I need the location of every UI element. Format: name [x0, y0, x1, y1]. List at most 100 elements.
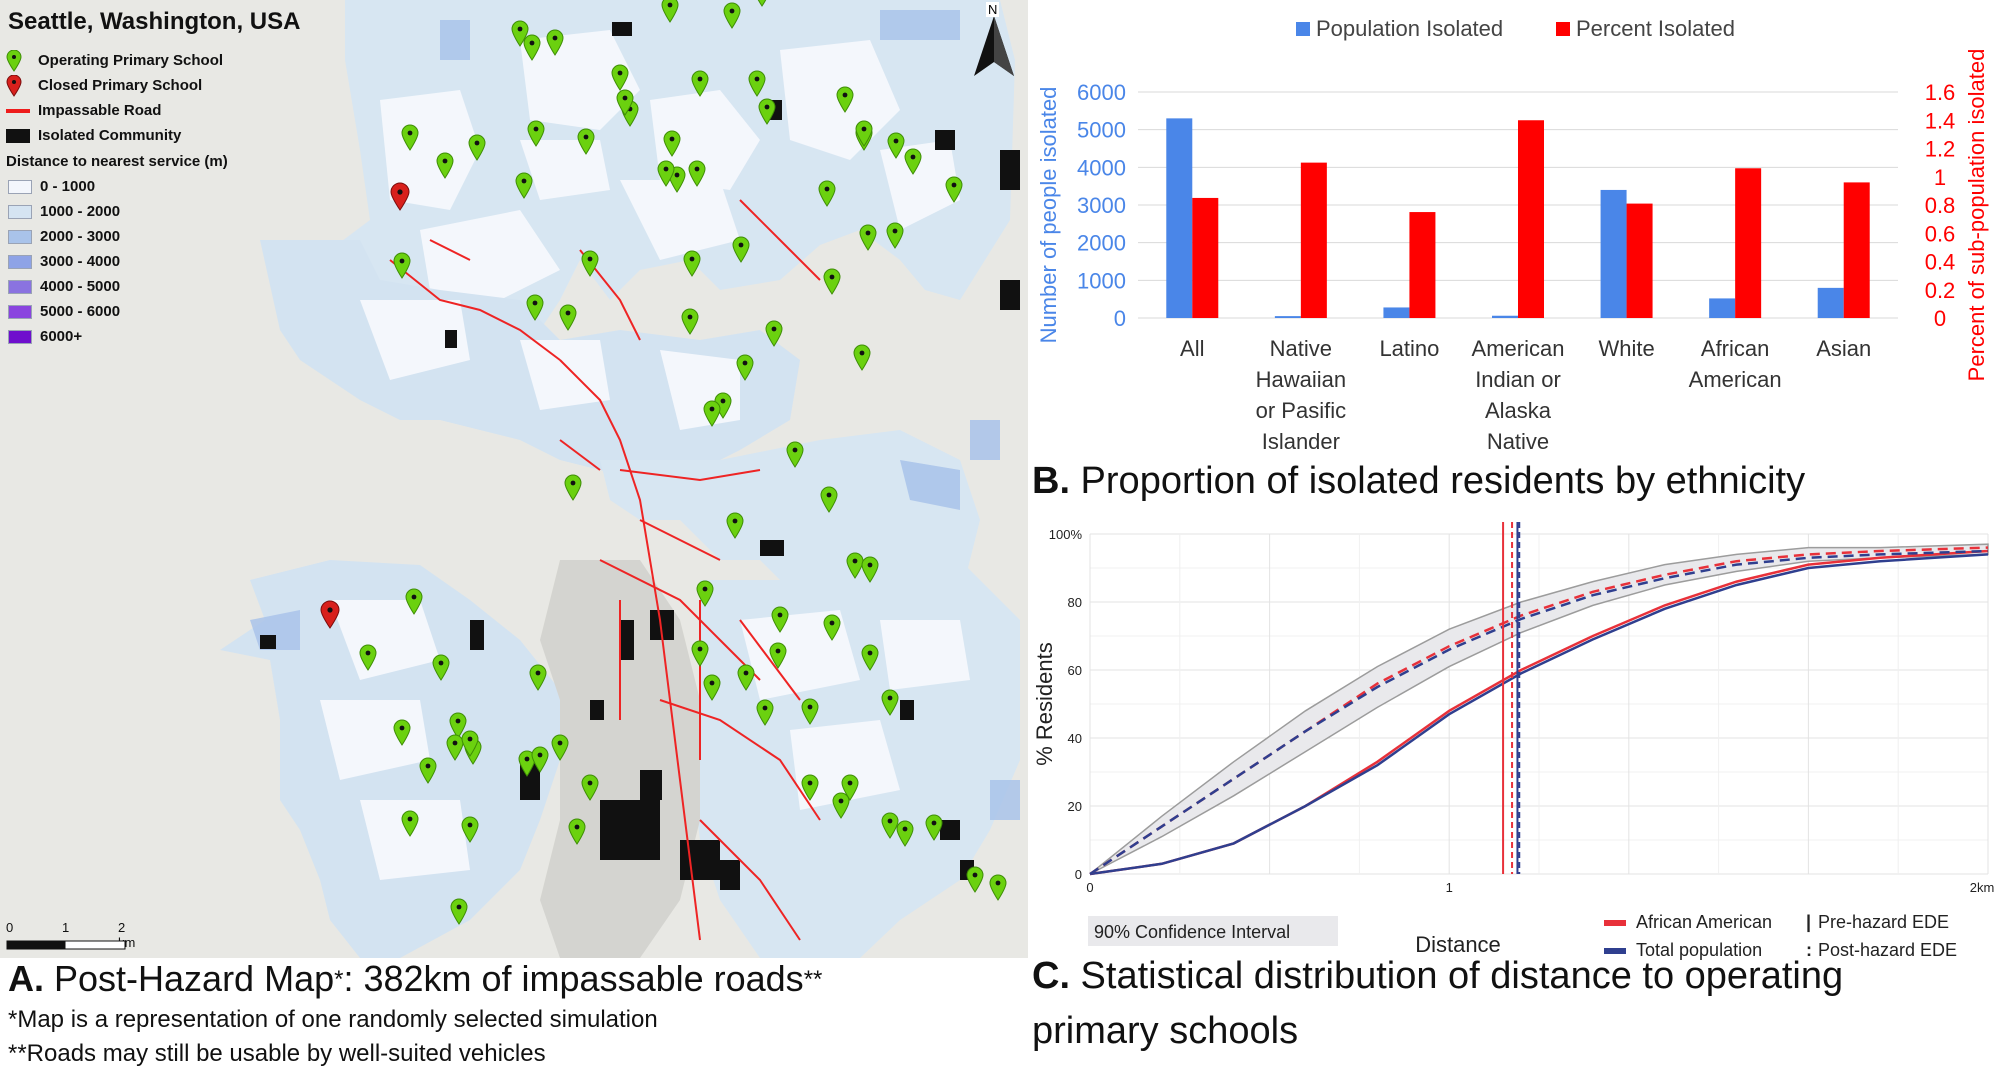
- y2-tick-label: 1: [1934, 165, 1946, 190]
- panel-c-caption: C. Statistical distribution of distance …: [1032, 955, 1843, 998]
- pin-body: [861, 556, 879, 583]
- pin-dot: [442, 158, 448, 164]
- pin-body: [611, 64, 629, 91]
- legend-marker-solid: |: [1806, 912, 1811, 932]
- pin-body: [786, 441, 804, 468]
- category-label: Native: [1487, 429, 1549, 454]
- pin-dot: [847, 780, 853, 786]
- pin-dot: [517, 26, 523, 32]
- y-tick-label: 100%: [1049, 527, 1083, 542]
- operating-school-pin-icon: [736, 354, 754, 381]
- pin-dot: [694, 166, 700, 172]
- operating-school-pin-icon: [518, 750, 536, 777]
- operating-school-pin-icon: [359, 644, 377, 671]
- operating-school-markers[interactable]: [359, 0, 1007, 925]
- pin-body: [461, 816, 479, 843]
- pin-body: [683, 250, 701, 277]
- operating-school-pin-icon: [688, 160, 706, 187]
- operating-school-pin-icon: [511, 20, 529, 47]
- panel-b-letter: B.: [1032, 460, 1070, 502]
- isolated-communities: [260, 22, 1020, 890]
- legend-swatch-population: [1296, 22, 1310, 36]
- pin-body: [696, 580, 714, 607]
- operating-school-pin-icon: [564, 474, 582, 501]
- distance-class-label: 2000 - 3000: [40, 228, 121, 245]
- pin-dot: [455, 718, 461, 724]
- operating-school-pin-icon: [818, 180, 836, 207]
- pin-dot: [587, 256, 593, 262]
- operating-school-pin-icon: [886, 222, 904, 249]
- pin-body: [723, 2, 741, 29]
- distance-swatch: [8, 179, 32, 194]
- closed-school-pin-icon: [390, 182, 410, 211]
- pin-body: [551, 734, 569, 761]
- pin-body: [904, 148, 922, 175]
- operating-school-pin-icon: [887, 132, 905, 159]
- north-label: N: [986, 2, 1000, 17]
- pin-dot: [931, 820, 937, 826]
- operating-school-pin-icon: [551, 734, 569, 761]
- ethnicity-bar-chart: 0 1000 2000 3000 4000 5000 6000 0 0.2 0.4 0.6 0.8 1 1…: [1036, 16, 1989, 454]
- closed-school-markers[interactable]: [320, 182, 410, 629]
- legend-swatch-percent: [1556, 22, 1570, 36]
- operating-school-pin-icon: [468, 134, 486, 161]
- seattle-map[interactable]: [0, 0, 1028, 958]
- pin-dot: [697, 646, 703, 652]
- pin-dot: [709, 406, 715, 412]
- pin-dot: [533, 126, 539, 132]
- pin-dot: [775, 648, 781, 654]
- confidence-band: [1089, 543, 1989, 875]
- pin-dot: [743, 670, 749, 676]
- y2-tick-label: 1.2: [1925, 137, 1956, 162]
- red-map-pin-icon: [6, 74, 30, 97]
- operating-school-pin-icon: [801, 774, 819, 801]
- pin-dot: [617, 70, 623, 76]
- distance-class-label: 5000 - 6000: [40, 303, 121, 320]
- band-label: 90% Confidence Interval: [1094, 922, 1290, 942]
- distance-class-label: 6000+: [40, 328, 83, 345]
- pin-dot: [411, 594, 417, 600]
- operating-school-pin-icon: [691, 70, 709, 97]
- pin-body: [758, 98, 776, 125]
- pin-dot: [720, 398, 726, 404]
- category-label: Asian: [1816, 336, 1871, 361]
- closed-school-pin-icon: [320, 600, 340, 629]
- pin-dot: [687, 314, 693, 320]
- pin-body: [546, 29, 564, 56]
- map-title: Seattle, Washington, USA: [8, 8, 301, 35]
- pin-dot: [574, 824, 580, 830]
- pin-body: [446, 734, 464, 761]
- operating-school-pin-icon: [461, 730, 479, 757]
- pin-dot: [452, 740, 458, 746]
- operating-school-pin-icon: [526, 294, 544, 321]
- pin-body: [393, 252, 411, 279]
- operating-school-pin-icon: [769, 642, 787, 669]
- y-tick-label: 4000: [1077, 155, 1126, 180]
- bar-population-isolated: [1492, 315, 1518, 318]
- operating-school-pin-icon: [559, 304, 577, 331]
- y-tick-label: 1000: [1077, 268, 1126, 293]
- category-label: Native: [1270, 336, 1332, 361]
- pin-dot: [887, 818, 893, 824]
- pin-body: [881, 689, 899, 716]
- operating-school-pin-icon: [748, 70, 766, 97]
- operating-school-pin-icon: [820, 486, 838, 513]
- distance-class-label: 1000 - 2000: [40, 203, 121, 220]
- operating-school-pin-icon: [696, 580, 714, 607]
- x-tick-label: 1: [1446, 880, 1453, 895]
- y2-tick-label: 0.6: [1925, 221, 1956, 246]
- x-tick-label: 2km: [1970, 880, 1995, 895]
- operating-school-pin-icon: [529, 664, 547, 691]
- pin-body: [405, 588, 423, 615]
- distance-class-label: 3000 - 4000: [40, 253, 121, 270]
- pin-dot: [807, 704, 813, 710]
- legend-label: Total population: [1636, 940, 1762, 960]
- pin-body: [823, 614, 841, 641]
- caption-text: Proportion of isolated residents by ethn…: [1070, 460, 1806, 502]
- caption-text: : 382km of impassable roads: [343, 958, 804, 999]
- category-label: Latino: [1379, 336, 1439, 361]
- scale-label: 0: [6, 920, 14, 935]
- pin-body: [691, 70, 709, 97]
- legend-label: Impassable Road: [38, 102, 162, 119]
- pin-body: [515, 172, 533, 199]
